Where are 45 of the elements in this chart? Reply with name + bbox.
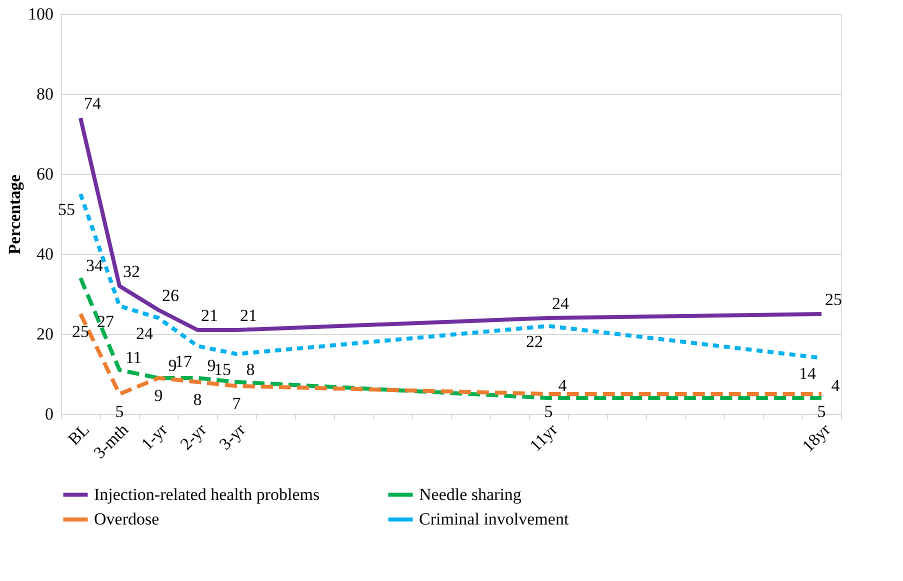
legend-label: Injection-related health problems bbox=[94, 484, 320, 504]
data-label: 34 bbox=[86, 256, 104, 275]
y-tick-label: 40 bbox=[36, 244, 54, 264]
y-tick-label: 100 bbox=[28, 4, 54, 24]
y-tick-label: 80 bbox=[36, 84, 54, 104]
data-label: 25 bbox=[825, 290, 842, 309]
data-label: 9 bbox=[154, 386, 163, 405]
data-label: 32 bbox=[123, 262, 140, 281]
y-axis-title: Percentage bbox=[5, 174, 24, 254]
data-label: 55 bbox=[58, 200, 75, 219]
data-label: 26 bbox=[162, 286, 179, 305]
data-label: 7 bbox=[232, 394, 242, 413]
data-label: 4 bbox=[558, 376, 568, 395]
x-tick-label: 3-yr bbox=[216, 420, 250, 454]
data-label: 17 bbox=[175, 352, 192, 371]
data-label: 11 bbox=[125, 348, 142, 367]
x-tick-label: 2-yr bbox=[176, 420, 210, 454]
x-tick-label: 1-yr bbox=[138, 420, 172, 454]
legend-label: Overdose bbox=[94, 510, 160, 528]
data-label: 15 bbox=[214, 360, 231, 379]
data-label: 74 bbox=[84, 94, 102, 113]
data-label: 5 bbox=[817, 402, 826, 421]
y-tick-label: 20 bbox=[36, 324, 54, 344]
data-label: 9 bbox=[207, 356, 216, 375]
x-tick-label: 18yr bbox=[798, 420, 834, 456]
legend-label: Criminal involvement bbox=[419, 510, 569, 528]
data-label: 21 bbox=[240, 306, 257, 325]
data-label: 14 bbox=[799, 364, 816, 383]
legend-label: Needle sharing bbox=[419, 484, 522, 504]
data-label: 8 bbox=[193, 390, 202, 409]
data-label: 24 bbox=[136, 324, 154, 343]
data-label: 9 bbox=[168, 356, 177, 375]
data-label: 21 bbox=[201, 306, 218, 325]
y-tick-label: 60 bbox=[36, 164, 54, 184]
data-label: 4 bbox=[831, 376, 840, 395]
data-label: 8 bbox=[246, 360, 255, 379]
x-tick-label: BL bbox=[64, 420, 94, 449]
data-label: 5 bbox=[544, 402, 553, 421]
data-label: 24 bbox=[552, 294, 570, 313]
y-tick-label: 0 bbox=[45, 404, 54, 424]
data-label: 25 bbox=[72, 322, 89, 341]
data-label: 5 bbox=[115, 402, 124, 421]
x-tick-label: 11yr bbox=[526, 420, 562, 456]
data-label: 22 bbox=[526, 332, 543, 351]
data-label: 27 bbox=[97, 312, 114, 331]
